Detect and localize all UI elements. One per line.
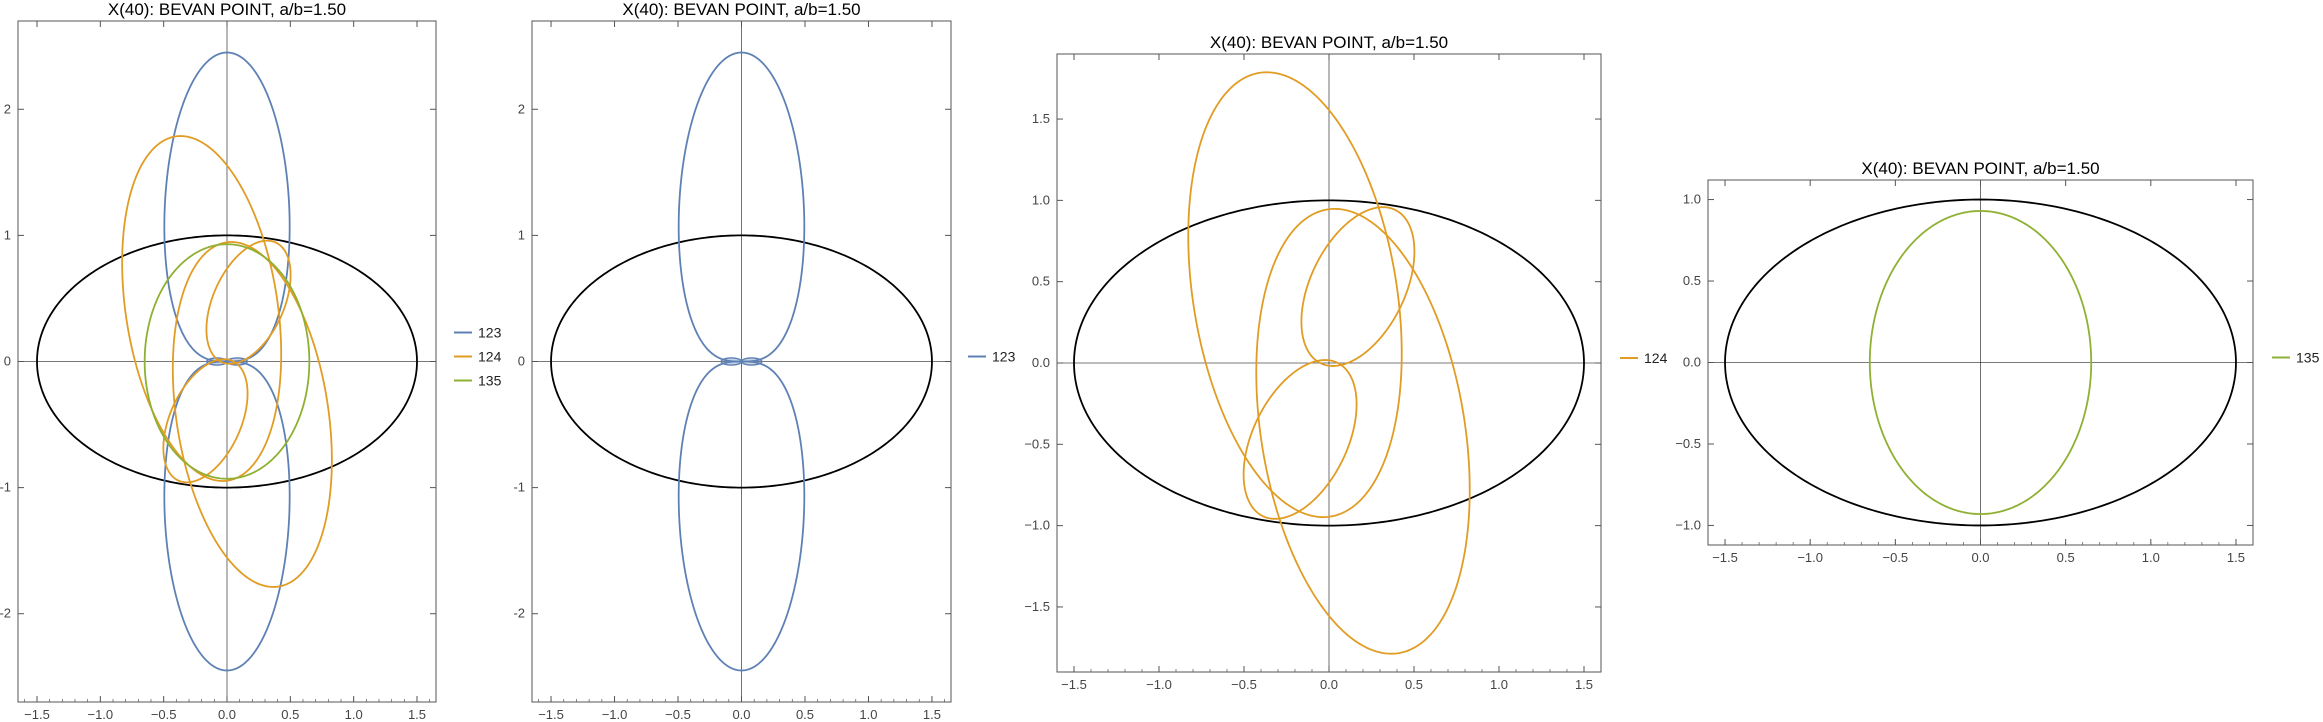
y-tick-label: 1 [4,227,11,242]
y-tick-label: 0.0 [1032,355,1050,370]
x-tick-label: 0.0 [732,707,750,722]
y-tick-label: 0 [4,354,11,369]
x-tick-label: 1.0 [859,707,877,722]
legend-label-135: 135 [478,373,502,389]
series-124-outer-loop-lower [171,241,333,588]
x-tick-label: −1.0 [1797,550,1823,565]
x-tick-label: −0.5 [151,707,177,722]
series-123-side-lobe-left [720,357,743,366]
x-tick-label: −1.5 [1061,677,1087,692]
x-tick-label: 1.5 [408,707,426,722]
legend-label-124: 124 [478,349,502,365]
legend-label-124: 124 [1644,350,1668,366]
reference-ellipse [36,234,418,489]
x-tick-label: 0.5 [2057,550,2075,565]
plot-area [1073,71,1585,655]
x-tick-label: 1.5 [2227,550,2245,565]
y-tick-label: -1 [513,480,525,495]
plot-area [1724,198,2237,527]
y-tick-label: 1.5 [1032,111,1050,126]
y-tick-label: -2 [0,606,11,621]
chart-panel-3: X(40): BEVAN POINT, a/b=1.50 −1.5 −1.0 −0.5… [1024,33,1667,692]
x-tick-label: 0.0 [1320,677,1338,692]
chart-panel-1: X(40): BEVAN POINT, a/b=1.50 −1.5 −1.0 −0.5… [0,0,502,722]
x-tick-label: 0.5 [281,707,299,722]
x-tick-label: 1.5 [923,707,941,722]
series-124-outer-loop-upper [121,135,283,482]
x-tick-label: 0.0 [218,707,236,722]
y-tick-label: −0.5 [1675,436,1701,451]
legend-label-123: 123 [478,325,502,341]
chart-title: X(40): BEVAN POINT, a/b=1.50 [1861,159,2099,178]
x-tick-label: 1.5 [1575,677,1593,692]
series-123-upper-lobe [677,51,806,363]
y-tick-label: 0.0 [1683,355,1701,370]
series-124-outer-loop-upper [1187,71,1403,519]
x-tick-label: −1.5 [1712,550,1738,565]
chart-panel-2: X(40): BEVAN POINT, a/b=1.50 −1.5 −1.0 −0.5… [513,0,1015,722]
series-123-lower-lobe [677,360,806,672]
legend-label-135: 135 [2296,350,2320,366]
y-tick-label: −1.0 [1024,518,1050,533]
series-124-outer-loop-lower [1255,207,1471,655]
x-tick-label: −0.5 [1883,550,1909,565]
y-tick-label: -1 [0,480,11,495]
legend-label-123: 123 [992,349,1016,365]
x-tick-label: 1.0 [345,707,363,722]
reference-ellipse [1073,199,1585,527]
x-tick-label: 0.5 [1405,677,1423,692]
x-tick-label: −0.5 [1231,677,1257,692]
y-tick-label: -2 [513,606,525,621]
y-tick-label: 1.0 [1032,192,1050,207]
x-tick-label: 1.0 [1490,677,1508,692]
x-tick-label: 0.5 [796,707,814,722]
y-tick-label: 0 [518,354,525,369]
series-135-curve [143,243,311,480]
plot-area [36,51,418,672]
y-tick-label: 0.5 [1683,273,1701,288]
series-124-inner-loop-lower [1242,359,1358,520]
y-tick-label: 2 [518,101,525,116]
reference-ellipse [1724,198,2237,527]
x-tick-label: −1.5 [24,707,50,722]
y-tick-label: −1.0 [1675,517,1701,532]
x-tick-label: −1.5 [538,707,564,722]
chart-title: X(40): BEVAN POINT, a/b=1.50 [1210,33,1448,52]
y-tick-label: 0.5 [1032,274,1050,289]
reference-ellipse [550,234,933,489]
x-tick-label: 0.0 [1971,550,1989,565]
x-tick-label: −1.0 [1146,677,1172,692]
y-tick-label: −0.5 [1024,436,1050,451]
series-135-curve [1868,210,2093,515]
chart-title: X(40): BEVAN POINT, a/b=1.50 [622,0,860,19]
x-tick-label: −1.0 [87,707,113,722]
chart-title: X(40): BEVAN POINT, a/b=1.50 [108,0,346,19]
x-tick-label: −0.5 [665,707,691,722]
x-tick-label: 1.0 [2142,550,2160,565]
plot-area [550,51,933,672]
chart-panel-4: X(40): BEVAN POINT, a/b=1.50 −1.5 −1.0 −0.5… [1675,159,2319,565]
series-124-inner-loop-lower [162,358,249,484]
y-tick-label: 2 [4,101,11,116]
y-tick-label: 1.0 [1683,192,1701,207]
x-tick-label: −1.0 [602,707,628,722]
series-123-side-lobe-right [740,357,763,366]
y-tick-label: −1.5 [1024,599,1050,614]
y-tick-label: 1 [518,227,525,242]
series-124-inner-loop-upper [1300,206,1416,367]
